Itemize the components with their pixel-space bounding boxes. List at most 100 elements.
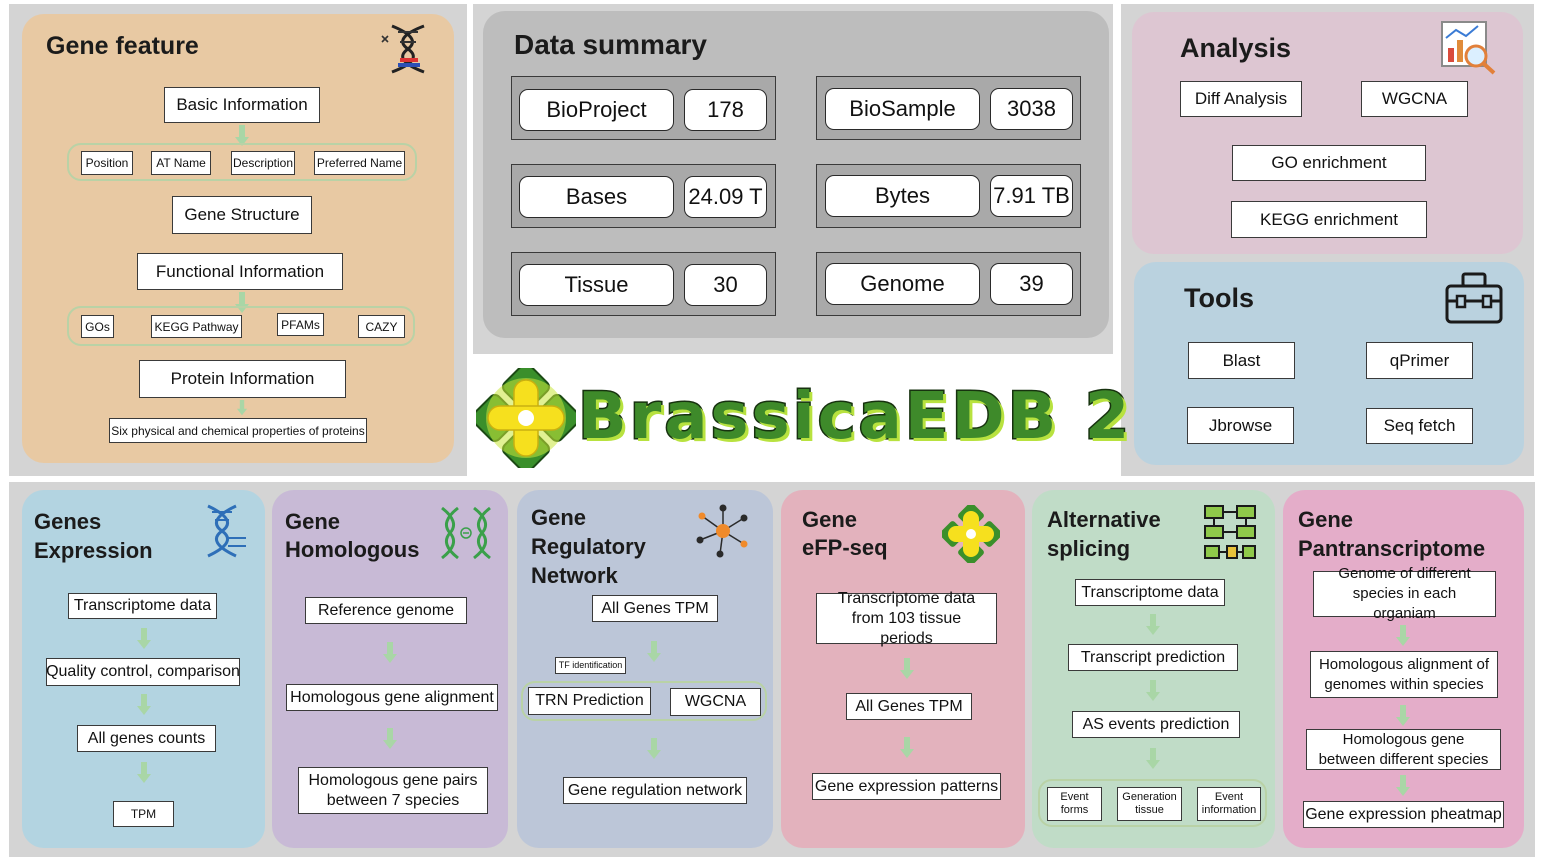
pt-step-homologous-gene-between-species[interactable]: Homologous gene between different specie… [1306, 729, 1501, 770]
ge-step-all-genes-counts[interactable]: All genes counts [77, 725, 216, 752]
basic-information-group [67, 143, 417, 181]
pantranscriptome-title-line2: Pantranscriptome [1298, 536, 1486, 561]
stat-bytes-label: Bytes [825, 175, 980, 217]
network-nodes-icon [696, 504, 748, 558]
dna-strand-icon [207, 504, 246, 558]
go-enrichment-button[interactable]: GO enrichment [1232, 145, 1426, 181]
efp-step-gene-expression-patterns[interactable]: Gene expression patterns [812, 773, 1001, 800]
alternative-splicing-title-line1: Alternative [1047, 507, 1161, 532]
arrow-down-icon [647, 738, 661, 759]
gene-efp-title-line1: Gene [802, 507, 858, 532]
basic-item-preferred-name[interactable]: Preferred Name [314, 151, 405, 175]
ge-step-quality-control[interactable]: Quality control, comparison [46, 658, 240, 686]
arrow-down-icon [137, 628, 151, 649]
stat-bases-value: 24.09 T [684, 176, 767, 218]
jbrowse-button[interactable]: Jbrowse [1187, 407, 1294, 444]
diff-analysis-button[interactable]: Diff Analysis [1180, 81, 1302, 117]
double-dna-icon [441, 506, 491, 560]
gene-homologous-title-line2: Homologous [285, 537, 420, 562]
qprimer-button[interactable]: qPrimer [1366, 342, 1473, 379]
arrow-down-icon [900, 658, 914, 679]
basic-information-box[interactable]: Basic Information [164, 87, 320, 123]
as-output-event-information[interactable]: Event information [1197, 787, 1261, 821]
functional-information-box[interactable]: Functional Information [137, 253, 343, 290]
stat-tissue-label: Tissue [519, 264, 674, 306]
arrow-down-icon [1146, 614, 1160, 635]
as-output-generation-tissue[interactable]: Generation tissue [1117, 787, 1182, 821]
genes-expression-title-line2: Expression [34, 538, 153, 563]
flower-icon [942, 505, 1000, 563]
gene-efp-title-line2: eFP-seq [802, 535, 888, 560]
ge-step-transcriptome-data[interactable]: Transcriptome data [68, 593, 217, 619]
functional-item-gos[interactable]: GOs [81, 315, 114, 338]
gene-structure-box[interactable]: Gene Structure [172, 196, 312, 234]
gene-homologous-title-line1: Gene [285, 509, 341, 534]
arrow-down-icon [235, 125, 249, 146]
wgcna-button[interactable]: WGCNA [1361, 81, 1468, 117]
stat-biosample-value: 3038 [990, 88, 1073, 130]
gene-regulatory-title-line2: Regulatory [531, 534, 646, 559]
functional-item-cazy[interactable]: CAZY [358, 315, 405, 338]
chart-magnifier-icon [1441, 21, 1496, 75]
stat-bioproject-label: BioProject [519, 89, 674, 131]
efp-step-all-genes-tpm[interactable]: All Genes TPM [846, 693, 972, 720]
as-step-transcriptome-data[interactable]: Transcriptome data [1075, 579, 1225, 606]
brassica-flower-logo-icon [476, 368, 576, 468]
stat-bases-label: Bases [519, 176, 674, 218]
arrow-down-icon [1396, 625, 1410, 646]
pt-step-homologous-alignment-of-genomes[interactable]: Homologous alignment of genomes within s… [1310, 651, 1498, 698]
basic-item-at-name[interactable]: AT Name [151, 151, 211, 175]
grn-trn-prediction[interactable]: TRN Prediction [528, 687, 651, 715]
basic-item-description[interactable]: Description [231, 151, 295, 175]
stat-tissue-value: 30 [684, 264, 767, 306]
arrow-down-icon [647, 641, 661, 662]
stat-genome-value: 39 [990, 263, 1073, 305]
functional-item-pfams[interactable]: PFAMs [277, 313, 324, 336]
toolbox-icon [1445, 272, 1503, 324]
tools-title: Tools [1184, 283, 1254, 313]
arrow-down-icon [236, 400, 248, 416]
arrow-down-icon [383, 642, 397, 663]
as-step-transcript-prediction[interactable]: Transcript prediction [1068, 644, 1238, 671]
gh-step-homologous-gene-pairs[interactable]: Homologous gene pairs between 7 species [298, 767, 488, 814]
basic-item-position[interactable]: Position [81, 151, 133, 175]
seq-fetch-button[interactable]: Seq fetch [1366, 408, 1473, 444]
grn-wgcna[interactable]: WGCNA [670, 688, 761, 716]
arrow-down-icon [137, 694, 151, 715]
arrow-down-icon [1396, 705, 1410, 726]
functional-item-kegg-pathway[interactable]: KEGG Pathway [151, 315, 242, 338]
pantranscriptome-title-line1: Gene [1298, 507, 1354, 532]
arrow-down-icon [137, 762, 151, 783]
grn-tf-identification[interactable]: TF identification [555, 657, 626, 674]
stat-biosample-label: BioSample [825, 88, 980, 130]
gh-step-homologous-gene-alignment[interactable]: Homologous gene alignment [286, 684, 498, 711]
pt-step-genome-of-different-species[interactable]: Genome of different species in each orga… [1313, 565, 1496, 622]
arrow-down-icon [1146, 748, 1160, 769]
genes-expression-title-line1: Genes [34, 509, 102, 534]
gene-regulatory-title-line3: Network [531, 563, 618, 588]
blast-button[interactable]: Blast [1188, 342, 1295, 379]
grn-gene-regulation-network[interactable]: Gene regulation network [563, 777, 747, 804]
analysis-title: Analysis [1180, 33, 1292, 63]
stat-bytes-value: 7.91 TB [990, 175, 1073, 217]
arrow-down-icon [1146, 680, 1160, 701]
functional-information-group [67, 306, 415, 346]
brassicaedb-logo-text: BrassicaEDB 2.0 [576, 379, 1208, 456]
as-step-as-events-prediction[interactable]: AS events prediction [1072, 711, 1240, 738]
arrow-down-icon [1396, 775, 1410, 796]
stat-bioproject-value: 178 [684, 89, 767, 131]
pt-step-gene-expression-pheatmap[interactable]: Gene expression pheatmap [1303, 801, 1504, 828]
gene-regulatory-title-line1: Gene [531, 505, 587, 530]
efp-step-transcriptome-data[interactable]: Transcriptome data from 103 tissue perio… [816, 590, 997, 647]
kegg-enrichment-button[interactable]: KEGG enrichment [1231, 201, 1427, 238]
grn-all-genes-tpm[interactable]: All Genes TPM [592, 595, 718, 622]
as-outputs-group [1038, 779, 1267, 827]
protein-information-box[interactable]: Protein Information [139, 360, 346, 398]
stat-genome-label: Genome [825, 263, 980, 305]
as-output-event-forms[interactable]: Event forms [1047, 787, 1102, 821]
ge-step-tpm[interactable]: TPM [113, 801, 174, 827]
dna-icon [381, 24, 425, 74]
grn-prediction-group [521, 681, 767, 721]
protein-detail-box[interactable]: Six physical and chemical properties of … [109, 418, 367, 443]
gh-step-reference-genome[interactable]: Reference genome [305, 597, 467, 624]
